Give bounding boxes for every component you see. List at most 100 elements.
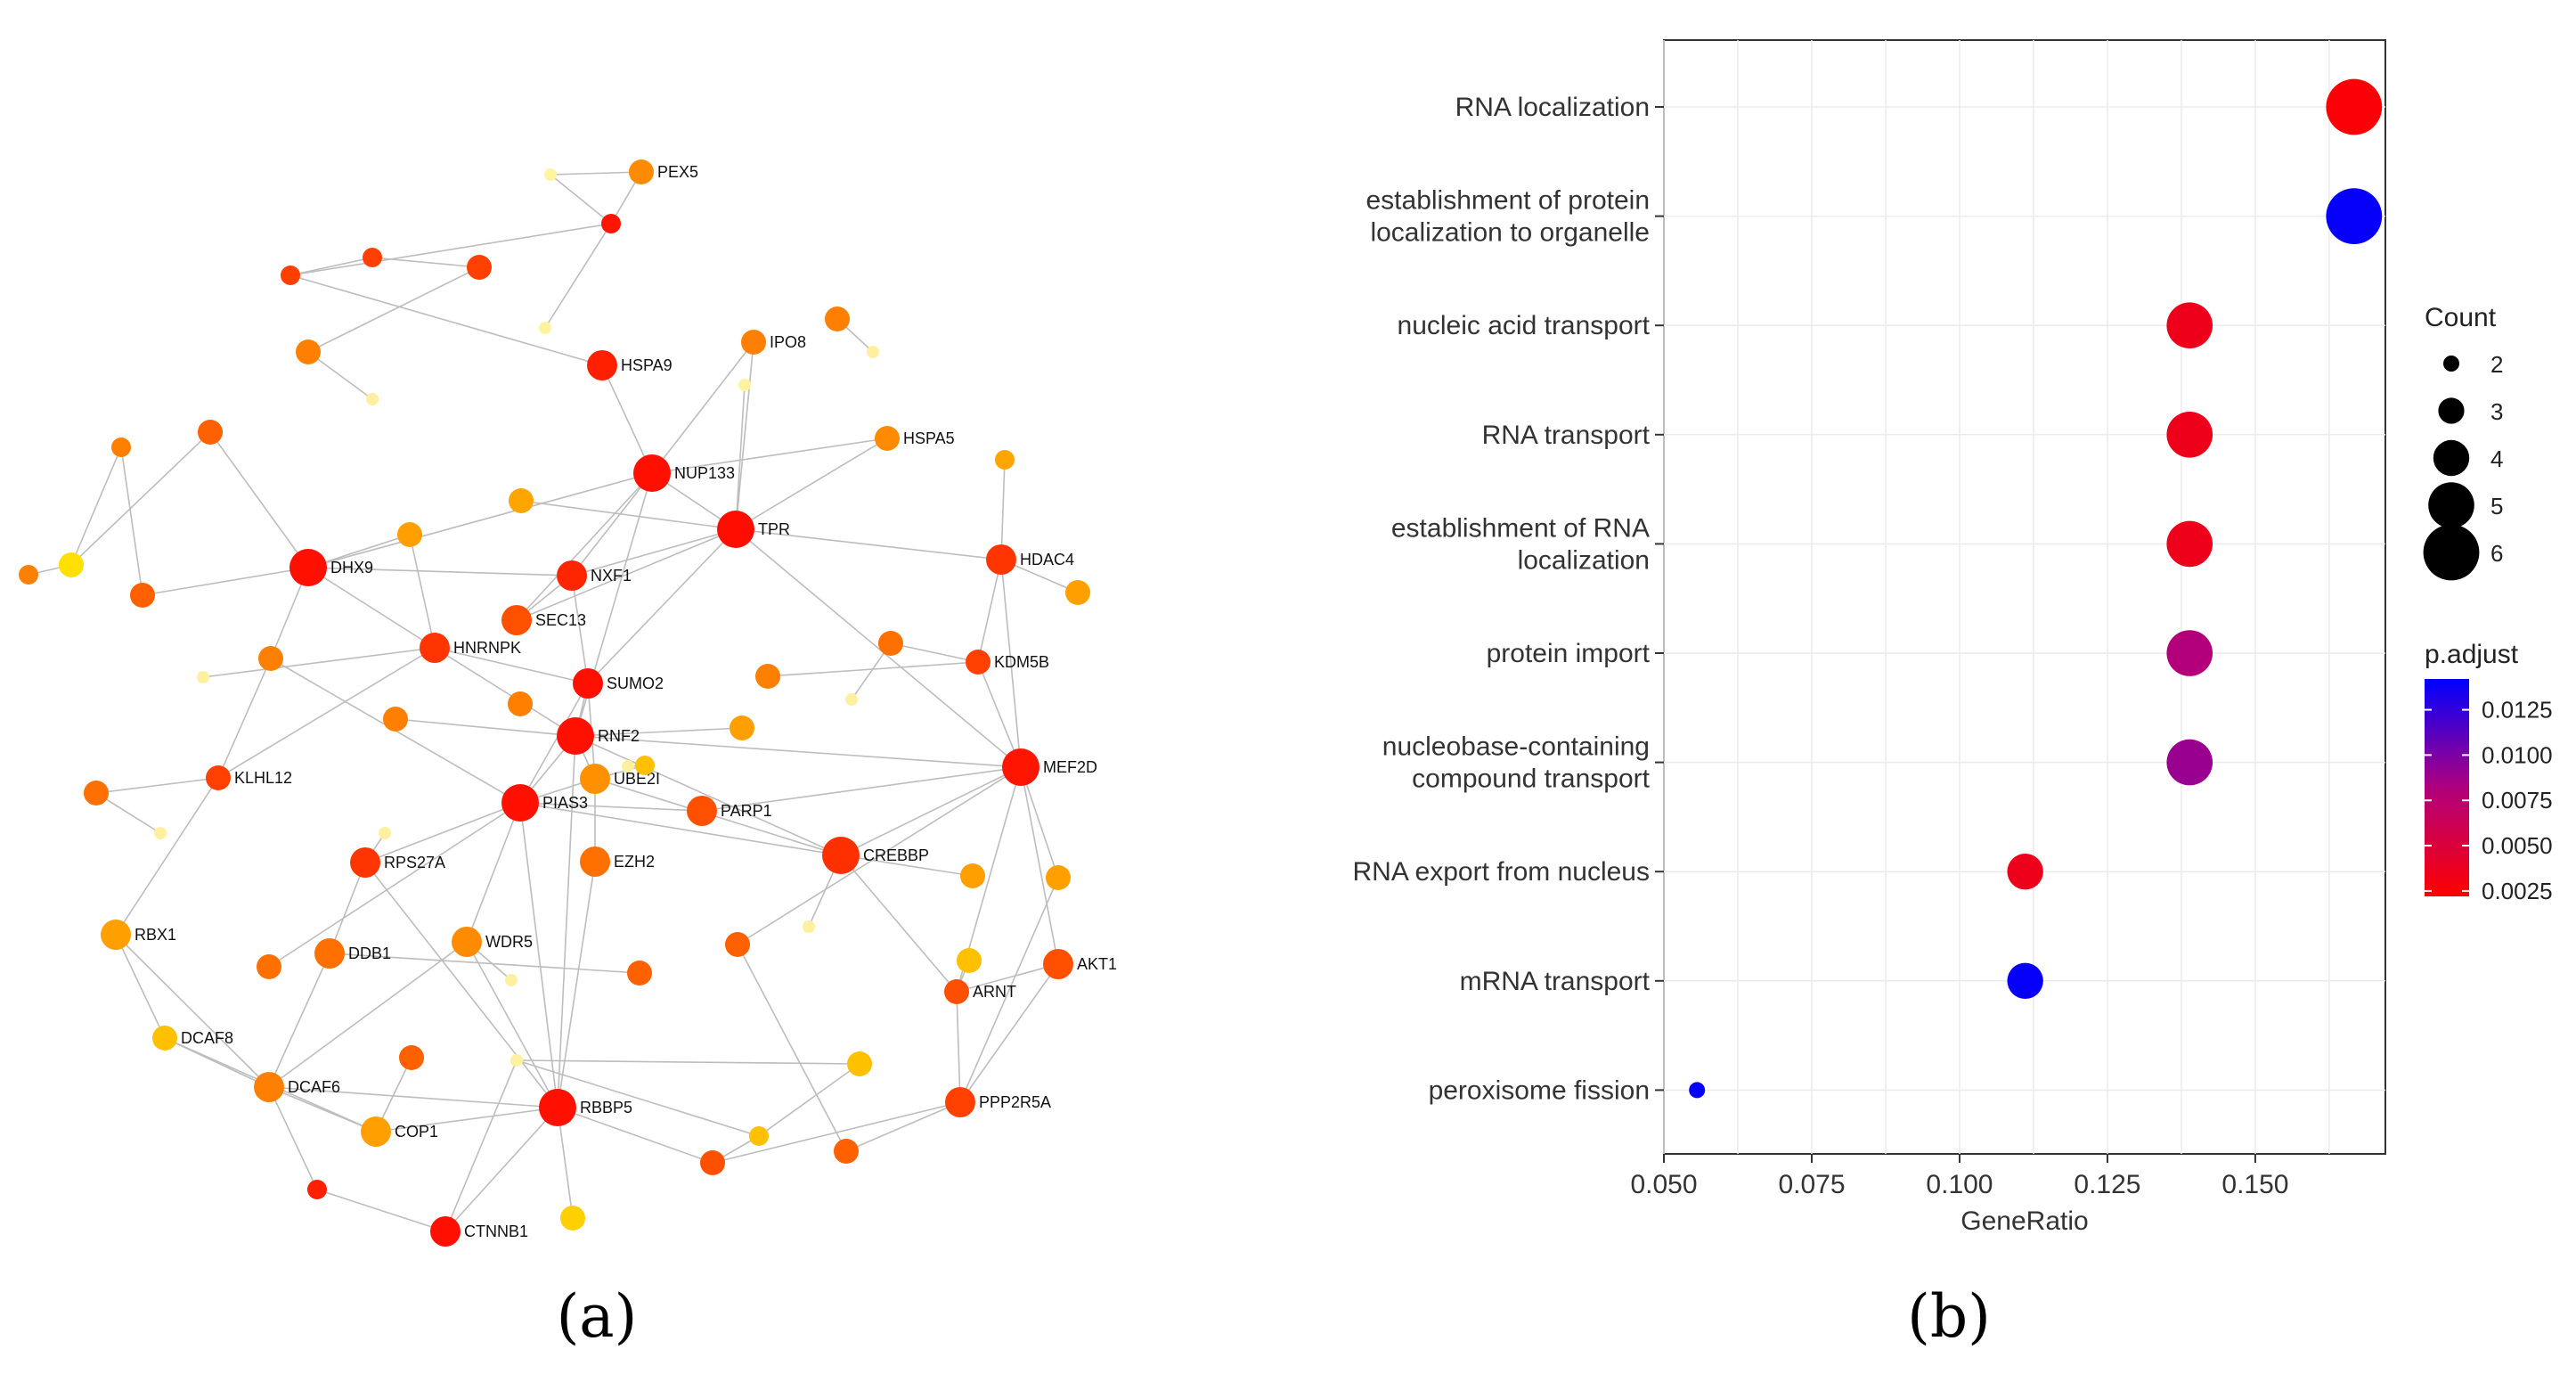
node-hdac4[interactable] [986,544,1016,575]
node-n-l6[interactable] [258,646,283,671]
node-dcaf8[interactable] [152,1026,177,1051]
node-ezh2[interactable] [580,846,610,877]
node-kdm5b[interactable] [966,650,990,675]
node-n-d4[interactable] [725,932,750,957]
node-cop1[interactable] [361,1116,391,1147]
edge-pias3-wdr5 [466,802,521,943]
point-nucleobase-containing-compound-transport[interactable] [2166,739,2213,786]
node-sumo2[interactable] [573,668,603,699]
edge-dcaf6-wdr5 [268,941,468,1088]
node-mef2d[interactable] [1002,748,1039,786]
node-n-ipo-b[interactable] [738,379,751,391]
node-parp1[interactable] [687,796,717,826]
edge-n-top5-hspa9 [289,274,603,366]
node-n-b4[interactable] [834,1139,859,1164]
node-n-top5[interactable] [281,266,300,285]
node-n-s2[interactable] [878,631,903,656]
point-mrna-transport[interactable] [2007,962,2043,1000]
node-rbbp5[interactable] [539,1089,576,1126]
node-n-l7[interactable] [197,671,209,683]
point-protein-import[interactable] [2166,630,2213,676]
node-rbx1[interactable] [101,920,131,950]
node-n-m1[interactable] [397,522,422,547]
node-sec13[interactable] [501,605,532,635]
node-ube2i[interactable] [580,764,610,794]
node-dhx9[interactable] [289,549,327,586]
node-n-b1[interactable] [307,1180,327,1199]
node-n-hs5[interactable] [995,450,1015,470]
node-n-ipo-a[interactable] [825,307,850,331]
node-n-k1[interactable] [84,781,109,805]
node-hnrnpk[interactable] [420,633,450,663]
node-n-top2[interactable] [363,248,382,267]
node-n-s1[interactable] [755,664,780,689]
node-ddb1[interactable] [314,938,345,969]
node-n-ipo-c[interactable] [867,346,879,358]
node-rps27a[interactable] [350,847,380,878]
point-establishment-of-protein-localization-to-organelle[interactable] [2326,188,2383,244]
node-n-m2[interactable] [509,488,534,513]
node-n-l2[interactable] [198,420,223,445]
point-peroxisome-fission[interactable] [1689,1082,1706,1099]
node-n-hd[interactable] [1065,580,1090,605]
node-n-l3[interactable] [59,552,84,577]
node-hspa5[interactable] [875,426,900,451]
node-ipo8[interactable] [741,330,766,355]
node-nxf1[interactable] [557,560,587,591]
node-n-w4[interactable] [847,1051,872,1076]
count-legend-key [2433,439,2470,477]
node-rnf2[interactable] [557,717,594,755]
node-n-top4[interactable] [601,214,621,233]
edge-arnt-ppp2r5a [956,991,961,1103]
point-nucleic-acid-transport[interactable] [2166,302,2213,349]
node-n-l5[interactable] [130,583,155,608]
edge-mef2d-n-d4 [737,766,1022,945]
node-dcaf6[interactable] [254,1072,284,1102]
node-nup133[interactable] [633,454,671,492]
node-n-b2[interactable] [749,1126,769,1146]
node-n-top6[interactable] [539,322,551,334]
node-n-c3[interactable] [957,948,982,973]
node-n-w3[interactable] [510,1054,523,1067]
node-n-top8[interactable] [366,393,379,405]
node-crebbp[interactable] [822,837,860,874]
node-n-l4[interactable] [19,565,38,585]
node-tpr[interactable] [717,511,754,548]
node-n-w1[interactable] [399,1045,424,1070]
node-n-p1[interactable] [803,920,815,933]
node-n-b3[interactable] [700,1150,725,1175]
node-pex5[interactable] [629,159,654,184]
point-rna-export-from-nucleus[interactable] [2007,854,2043,890]
node-n-top3[interactable] [467,255,492,280]
node-n-c1[interactable] [960,863,985,888]
node-arnt[interactable] [944,979,969,1004]
node-n-s3[interactable] [508,691,533,716]
node-klhl12[interactable] [206,765,231,790]
node-n-w2[interactable] [505,974,518,986]
node-n-k2[interactable] [154,827,167,839]
edge-rbx1-dcaf8 [115,934,166,1039]
node-n-r2[interactable] [730,716,754,740]
point-rna-transport[interactable] [2166,412,2213,458]
node-n-top1[interactable] [544,168,557,181]
node-ppp2r5a[interactable] [945,1087,975,1117]
node-n-b5[interactable] [560,1206,585,1231]
node-n-d1[interactable] [257,954,281,979]
node-ctnnb1[interactable] [430,1216,461,1247]
node-n-d3[interactable] [627,961,652,985]
node-n-ub[interactable] [635,756,655,775]
node-n-s4[interactable] [845,693,858,706]
node-n-ub2[interactable] [622,760,634,773]
node-pias3[interactable] [501,784,539,822]
point-establishment-of-rna-localization[interactable] [2166,520,2213,568]
node-wdr5[interactable] [452,927,482,957]
node-n-l1[interactable] [111,437,131,457]
node-n-d2[interactable] [379,827,391,839]
point-rna-localization[interactable] [2326,78,2383,135]
node-akt1[interactable] [1043,949,1073,979]
node-n-top7[interactable] [296,339,321,364]
node-hspa9[interactable] [587,350,617,380]
y-tick-label: RNA transport [1482,421,1651,450]
node-n-r1[interactable] [383,707,408,732]
node-n-c2[interactable] [1046,865,1071,890]
